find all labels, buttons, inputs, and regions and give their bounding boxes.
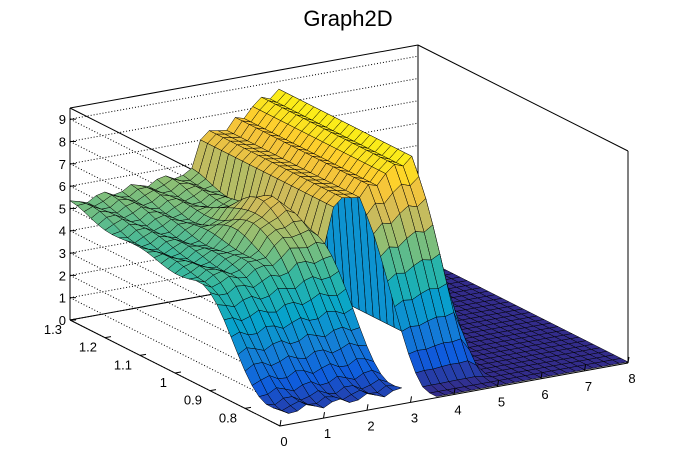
x-tick-label: 7 bbox=[585, 379, 592, 394]
x-tick-mark bbox=[323, 412, 325, 419]
y-tick-label: 1.1 bbox=[114, 357, 132, 372]
y-tick-mark bbox=[244, 406, 252, 409]
x-tick-label: 0 bbox=[280, 434, 287, 449]
x-tick-label: 4 bbox=[454, 403, 461, 418]
y-tick-label: 1 bbox=[160, 375, 167, 390]
x-tick-mark bbox=[279, 419, 282, 427]
z-tick-label: 0 bbox=[59, 313, 66, 328]
surface-cell bbox=[428, 391, 447, 397]
z-grid-line bbox=[69, 297, 281, 405]
y-tick-mark bbox=[104, 336, 112, 339]
surface-cell bbox=[272, 407, 289, 414]
x-tick-label: 1 bbox=[324, 426, 331, 441]
y-tick-label: 0.8 bbox=[219, 410, 237, 425]
z-tick-label: 4 bbox=[59, 224, 66, 239]
x-tick-mark bbox=[453, 388, 456, 395]
x-tick-label: 8 bbox=[628, 371, 635, 386]
z-grid-line bbox=[69, 77, 419, 142]
y-tick-label: 1.3 bbox=[44, 322, 62, 337]
frame-edge bbox=[69, 44, 419, 109]
x-tick-mark bbox=[497, 380, 499, 387]
x-tick-label: 2 bbox=[367, 418, 374, 433]
y-tick-mark bbox=[174, 371, 182, 374]
z-tick-label: 7 bbox=[59, 157, 66, 172]
x-tick-mark bbox=[410, 396, 412, 403]
z-grid-line bbox=[69, 100, 419, 165]
chart-title: Graph2D bbox=[303, 6, 392, 31]
z-grid-line bbox=[69, 55, 419, 120]
z-tick-label: 2 bbox=[59, 268, 66, 283]
y-tick-label: 1.2 bbox=[79, 340, 97, 355]
frame-edge bbox=[417, 44, 629, 152]
z-tick-label: 5 bbox=[59, 201, 66, 216]
y-tick-mark bbox=[139, 353, 147, 356]
y-tick-label: 0.9 bbox=[184, 393, 202, 408]
x-tick-mark bbox=[540, 372, 543, 379]
y-tick-mark bbox=[209, 389, 217, 392]
z-tick-label: 3 bbox=[59, 246, 66, 261]
x-tick-mark bbox=[366, 404, 369, 411]
x-tick-label: 5 bbox=[498, 395, 505, 410]
z-tick-label: 8 bbox=[59, 134, 66, 149]
z-tick-label: 1 bbox=[59, 291, 66, 306]
x-tick-label: 6 bbox=[541, 387, 548, 402]
surface-mesh bbox=[69, 88, 629, 414]
z-tick-label: 6 bbox=[59, 179, 66, 194]
x-tick-mark bbox=[584, 364, 586, 371]
x-tick-mark bbox=[627, 356, 630, 364]
x-tick-label: 3 bbox=[411, 410, 418, 425]
z-tick-label: 9 bbox=[59, 112, 66, 127]
